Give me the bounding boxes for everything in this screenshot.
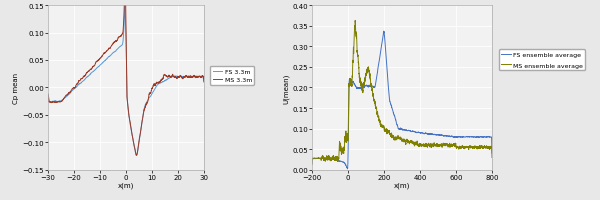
FS ensemble average xyxy=(488,152,496,154)
MS ensemble average xyxy=(308,163,316,165)
FS ensemble average xyxy=(344,168,351,170)
FS 3.3m xyxy=(167,77,175,79)
FS 3.3m xyxy=(121,4,128,6)
Line: MS 3.3m: MS 3.3m xyxy=(48,0,204,156)
FS ensemble average xyxy=(377,50,385,52)
X-axis label: x(m): x(m) xyxy=(118,181,134,188)
FS ensemble average xyxy=(416,132,424,134)
FS ensemble average xyxy=(457,136,464,138)
MS ensemble average xyxy=(425,144,433,146)
MS 3.3m xyxy=(120,17,127,19)
Legend: FS 3.3m, MS 3.3m: FS 3.3m, MS 3.3m xyxy=(210,67,254,85)
MS ensemble average xyxy=(341,140,348,142)
FS 3.3m xyxy=(120,29,127,31)
FS ensemble average xyxy=(341,162,348,164)
MS 3.3m xyxy=(200,81,208,84)
MS ensemble average xyxy=(457,147,464,149)
MS 3.3m xyxy=(116,36,124,39)
MS ensemble average xyxy=(443,144,450,146)
MS 3.3m xyxy=(133,154,140,157)
Legend: FS ensemble average, MS ensemble average: FS ensemble average, MS ensemble average xyxy=(499,50,586,71)
FS 3.3m xyxy=(52,100,59,103)
MS ensemble average xyxy=(352,20,359,23)
MS ensemble average xyxy=(416,144,424,146)
Y-axis label: U(mean): U(mean) xyxy=(283,73,289,103)
MS 3.3m xyxy=(44,94,52,96)
MS 3.3m xyxy=(196,76,203,78)
MS ensemble average xyxy=(488,157,496,159)
Line: FS ensemble average: FS ensemble average xyxy=(312,32,492,169)
FS 3.3m xyxy=(133,154,140,157)
MS 3.3m xyxy=(52,102,59,104)
FS 3.3m xyxy=(116,46,124,49)
FS 3.3m xyxy=(196,76,203,78)
FS ensemble average xyxy=(308,163,316,165)
MS 3.3m xyxy=(167,77,175,79)
FS ensemble average xyxy=(380,31,388,33)
FS 3.3m xyxy=(200,81,208,83)
FS ensemble average xyxy=(443,135,450,137)
MS 3.3m xyxy=(196,76,203,78)
MS ensemble average xyxy=(377,126,385,128)
Y-axis label: Cp mean: Cp mean xyxy=(13,73,19,103)
FS 3.3m xyxy=(44,93,52,96)
X-axis label: x(m): x(m) xyxy=(394,181,410,188)
FS 3.3m xyxy=(196,76,203,78)
Line: MS ensemble average: MS ensemble average xyxy=(312,21,492,164)
Line: FS 3.3m: FS 3.3m xyxy=(48,5,204,156)
FS ensemble average xyxy=(425,133,433,136)
